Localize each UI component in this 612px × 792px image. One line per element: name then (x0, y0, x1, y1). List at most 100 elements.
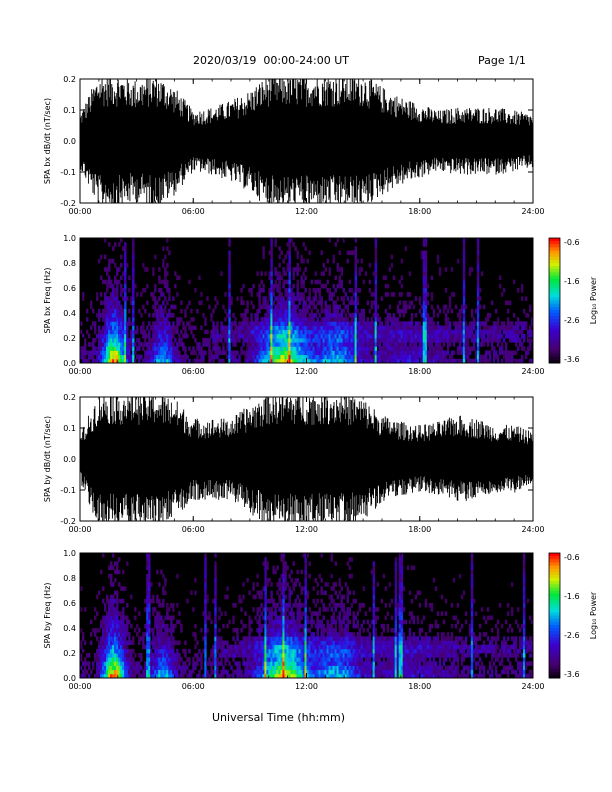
heatmap-cell (156, 338, 159, 343)
heatmap-cell (308, 653, 311, 658)
heatmap-cell (504, 350, 508, 356)
heatmap-cell (266, 657, 269, 662)
heatmap-cell (114, 329, 117, 335)
heatmap-cell (442, 342, 446, 347)
heatmap-cell (162, 329, 165, 335)
heatmap-cell (184, 346, 187, 351)
heatmap-cell (256, 338, 259, 343)
heatmap-cell (118, 619, 121, 625)
heatmap-cell (108, 338, 111, 343)
heatmap-cell (376, 358, 380, 364)
heatmap-cell (292, 611, 295, 616)
heatmap-cell (424, 258, 428, 264)
heatmap-cell (192, 317, 195, 322)
heatmap-cell (252, 648, 255, 654)
heatmap-cell (258, 590, 261, 596)
heatmap-cell (304, 673, 307, 679)
heatmap-cell (144, 623, 147, 629)
heatmap-cell (168, 673, 171, 679)
heatmap-cell (246, 300, 249, 306)
heatmap-cell (374, 246, 378, 251)
y-axis-label: SPA by dB/dt (nT/sec) (43, 416, 52, 502)
heatmap-cell (172, 623, 175, 629)
heatmap-cell (320, 644, 323, 650)
heatmap-cell (126, 669, 129, 675)
heatmap-cell (422, 292, 426, 297)
heatmap-cell (300, 313, 303, 318)
heatmap-cell (518, 358, 522, 364)
heatmap-cell (296, 640, 299, 646)
heatmap-cell (372, 292, 376, 297)
heatmap-cell (156, 333, 159, 339)
heatmap-cell (320, 598, 323, 604)
heatmap-cell (526, 313, 530, 318)
heatmap-cell (272, 644, 275, 650)
colorbar-swatch (549, 259, 560, 264)
heatmap-cell (336, 342, 339, 347)
heatmap-cell (132, 288, 135, 293)
heatmap-cell (206, 661, 209, 666)
heatmap-cell (392, 350, 396, 356)
heatmap-cell (182, 342, 185, 347)
heatmap-cell (266, 607, 269, 612)
heatmap-cell (174, 350, 177, 356)
heatmap-cell (306, 342, 309, 347)
heatmap-cell (184, 354, 187, 360)
heatmap-cell (430, 321, 434, 326)
heatmap-cell (108, 648, 111, 654)
heatmap-cell (404, 329, 408, 335)
heatmap-cell (430, 329, 434, 335)
heatmap-cell (268, 653, 271, 658)
heatmap-cell (316, 350, 319, 356)
heatmap-cell (384, 317, 388, 322)
heatmap-cell (222, 350, 225, 356)
heatmap-cell (272, 333, 275, 339)
heatmap-cell (120, 325, 123, 331)
heatmap-cell (264, 590, 267, 596)
heatmap-cell (294, 346, 297, 351)
heatmap-cell (204, 665, 207, 671)
heatmap-cell (288, 275, 291, 281)
heatmap-cell (338, 267, 341, 272)
heatmap-cell (236, 648, 239, 654)
heatmap-cell (256, 673, 259, 679)
heatmap-cell (124, 242, 127, 247)
heatmap-cell (462, 317, 466, 322)
x-tick-label: 12:00 (295, 207, 318, 216)
heatmap-cell (424, 308, 428, 314)
heatmap-cell (350, 329, 353, 335)
heatmap-cell (120, 636, 123, 641)
heatmap-cell (290, 669, 293, 675)
heatmap-cell (288, 665, 291, 671)
heatmap-cell (218, 653, 221, 658)
heatmap-cell (450, 267, 454, 272)
heatmap-cell (166, 611, 169, 616)
heatmap-cell (264, 640, 267, 646)
heatmap-cell (120, 254, 123, 260)
heatmap-cell (362, 342, 366, 347)
heatmap-cell (154, 636, 157, 641)
heatmap-cell (444, 304, 448, 310)
heatmap-cell (110, 623, 113, 629)
heatmap-cell (104, 358, 107, 364)
heatmap-cell (388, 313, 392, 318)
heatmap-cell (210, 653, 213, 658)
heatmap-cell (328, 333, 331, 339)
heatmap-cell (180, 342, 183, 347)
heatmap-cell (382, 325, 386, 331)
heatmap-cell (250, 329, 253, 335)
heatmap-cell (256, 346, 259, 351)
heatmap-cell (424, 358, 428, 364)
heatmap-cell (212, 333, 215, 339)
heatmap-cell (392, 317, 396, 322)
heatmap-cell (210, 329, 213, 335)
heatmap-cell (162, 640, 165, 646)
heatmap-cell (302, 300, 305, 306)
heatmap-cell (254, 342, 257, 347)
heatmap-cell (184, 333, 187, 339)
heatmap-cell (456, 358, 460, 364)
heatmap-cell (260, 661, 263, 666)
heatmap-cell (514, 358, 518, 364)
heatmap-cell (294, 308, 297, 314)
heatmap-cell (200, 325, 203, 331)
